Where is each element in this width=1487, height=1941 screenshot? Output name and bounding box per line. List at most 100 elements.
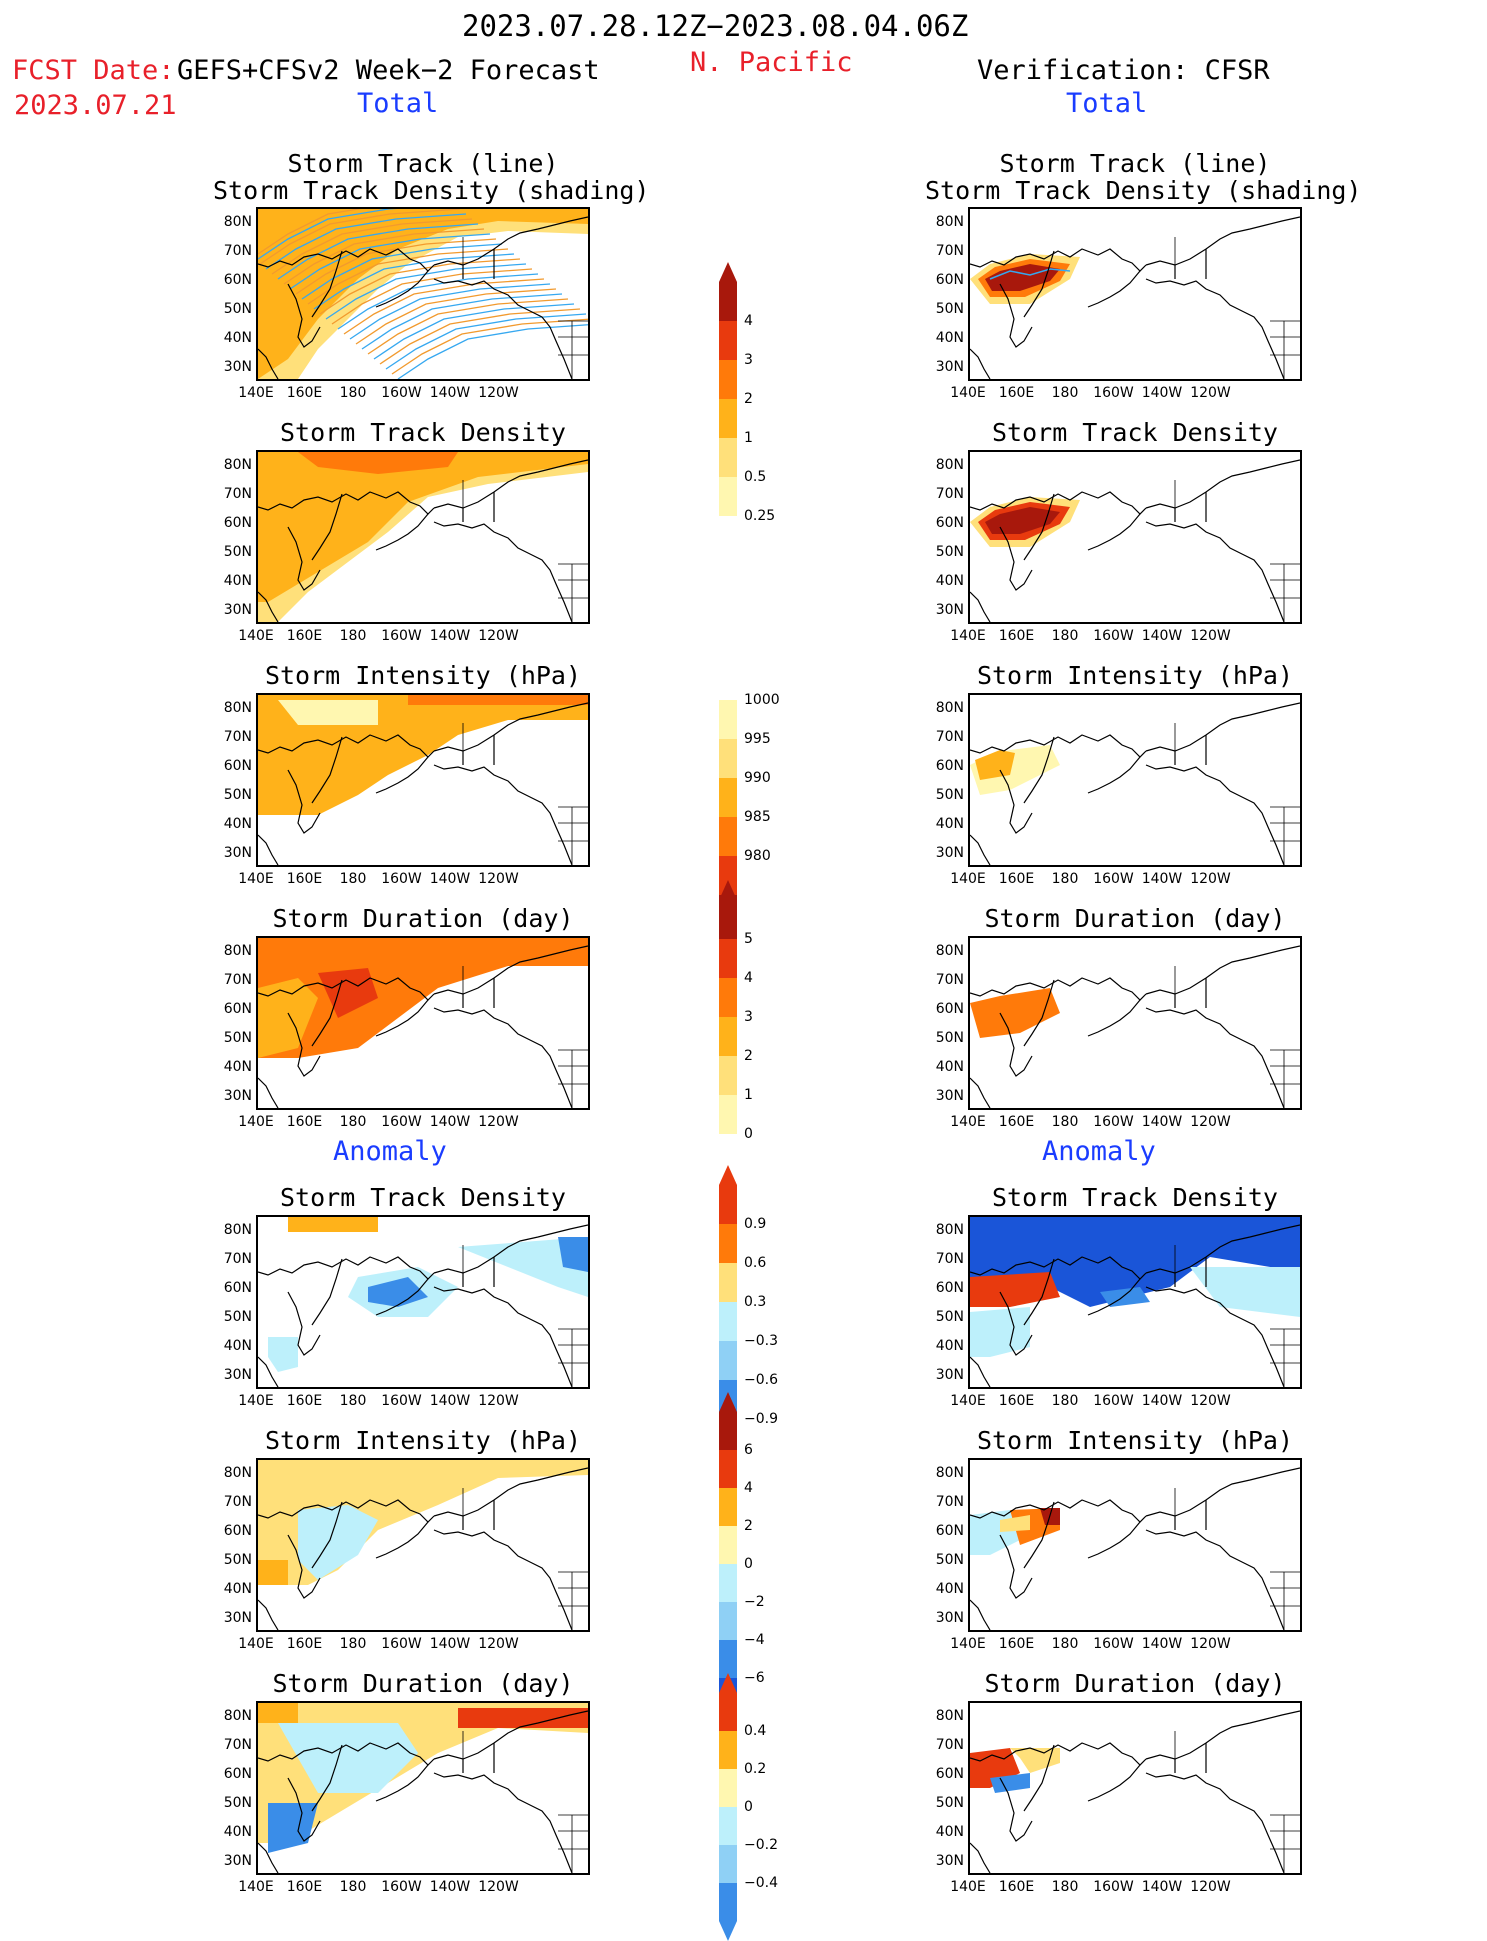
map-panel-forecast-total-intensity: [256, 693, 590, 867]
lon-tick: 140E: [950, 1393, 986, 1409]
map-panel-verif-total-track: [968, 207, 1302, 381]
map-verif-total-density: [970, 459, 1300, 622]
lat-tick: 30N: [223, 845, 252, 861]
lon-tick: 140E: [238, 1879, 274, 1895]
colorbar-label: −0.2: [744, 1837, 778, 1853]
lon-tick: 140E: [238, 1393, 274, 1409]
panel-title-forecast-anom-intensity: Storm Intensity (hPa): [264, 1426, 582, 1455]
lon-tick: 180: [1051, 1636, 1079, 1652]
colorbar-label: 0.5: [744, 469, 767, 485]
lon-tick: 160E: [286, 1393, 323, 1409]
shade-region-2: [985, 507, 1060, 534]
lon-tick: 120W: [1190, 871, 1231, 887]
lat-tick: 60N: [935, 1766, 964, 1782]
lon-tick: 160E: [998, 871, 1035, 887]
colorbar-swatch: [719, 856, 737, 895]
panel-title-verif-anom-density: Storm Track Density: [992, 1183, 1278, 1212]
colorbar-label: −0.3: [744, 1333, 778, 1349]
lat-tick: 40N: [935, 1338, 964, 1354]
lon-tick: 180: [1051, 628, 1079, 644]
colorbar-label: 3: [744, 352, 753, 368]
lat-tick: 60N: [223, 1766, 252, 1782]
colorbar-swatch: [719, 1302, 737, 1341]
colorbar-label: 1000: [744, 692, 780, 708]
colorbar-label: 4: [744, 970, 753, 986]
lon-tick: 160W: [1093, 871, 1134, 887]
period-title: 2023.07.28.12Z−2023.08.04.06Z: [462, 9, 969, 43]
shade-region-1: [298, 1505, 378, 1580]
lat-tick: 70N: [935, 1251, 964, 1267]
shade-region-3: [1190, 1267, 1300, 1317]
shade-region-2: [458, 1237, 588, 1297]
map-forecast-total-intensity: [258, 695, 588, 865]
lon-tick: 140W: [1141, 1114, 1183, 1130]
colorbar-label: 1: [744, 1087, 753, 1103]
colorbar-label: 0.4: [744, 1723, 767, 1739]
shade-region-1: [258, 452, 588, 602]
lat-tick: 30N: [935, 845, 964, 861]
lon-tick: 140W: [429, 871, 471, 887]
lon-tick: 140W: [1141, 1879, 1183, 1895]
lat-tick: 70N: [935, 243, 964, 259]
lon-tick: 140E: [238, 628, 274, 644]
shade-region-1: [368, 1277, 428, 1307]
colorbar-swatch: [719, 1731, 737, 1769]
lat-tick: 60N: [935, 272, 964, 288]
lat-tick: 50N: [223, 1552, 252, 1568]
lon-tick: 120W: [478, 385, 519, 401]
map-forecast-total-track: [258, 209, 588, 379]
colorbar-swatch: [719, 739, 737, 778]
colorbar-swatch: [719, 1769, 737, 1807]
colorbar-label: 2: [744, 391, 753, 407]
verification-label: Verification: CFSR: [977, 55, 1270, 86]
lat-tick: 80N: [223, 1222, 252, 1238]
colorbar-swatch: [719, 1263, 737, 1302]
lon-tick: 140E: [950, 1636, 986, 1652]
lat-tick: 30N: [223, 359, 252, 375]
map-panel-forecast-anom-intensity: [256, 1458, 590, 1632]
colorbar-swatch: [719, 1883, 737, 1941]
region-label: N. Pacific: [690, 47, 853, 78]
shade-region-2: [318, 968, 378, 1018]
colorbar-swatch: [719, 1450, 737, 1488]
lat-tick: 70N: [223, 1251, 252, 1267]
lon-tick: 180: [1051, 1114, 1079, 1130]
colorbar-label: 0.2: [744, 1761, 767, 1777]
lat-tick: 30N: [223, 1367, 252, 1383]
lat-tick: 30N: [935, 1853, 964, 1869]
lon-tick: 160E: [998, 1636, 1035, 1652]
lon-tick: 160E: [998, 1114, 1035, 1130]
colorbar-label: 0: [744, 1799, 753, 1815]
lat-tick: 60N: [223, 272, 252, 288]
colorbar-swatch: [719, 700, 737, 739]
lat-tick: 50N: [223, 301, 252, 317]
fcst-model-label: GEFS+CFSv2 Week−2 Forecast: [177, 55, 600, 86]
map-verif-total-intensity: [970, 702, 1300, 865]
colorbar-swatch: [719, 1640, 737, 1678]
lon-tick: 160E: [286, 1114, 323, 1130]
lat-tick: 80N: [935, 1708, 964, 1724]
colorbar-label: −2: [744, 1594, 765, 1610]
panel-title-verif-total-track-line2: Storm Track Density (shading): [925, 176, 1362, 205]
lat-tick: 50N: [935, 544, 964, 560]
lon-tick: 120W: [478, 628, 519, 644]
map-forecast-anom-intensity: [258, 1460, 588, 1630]
shade-region-4: [970, 1307, 1030, 1357]
map-panel-forecast-anom-density: [256, 1215, 590, 1389]
lat-tick: 30N: [223, 1088, 252, 1104]
map-verif-anom-duration: [970, 1710, 1300, 1873]
lon-tick: 160W: [381, 1879, 422, 1895]
lat-tick: 80N: [935, 1465, 964, 1481]
lon-tick: 180: [339, 628, 367, 644]
map-forecast-anom-density: [258, 1217, 588, 1387]
lon-tick: 120W: [1190, 1879, 1231, 1895]
lon-tick: 140W: [1141, 385, 1183, 401]
map-panel-verif-anom-intensity: [968, 1458, 1302, 1632]
colorbar-swatch: [719, 817, 737, 856]
lat-tick: 70N: [935, 729, 964, 745]
colorbar-swatch: [719, 1165, 737, 1224]
colorbar-swatch: [719, 1095, 737, 1134]
lat-tick: 50N: [223, 1030, 252, 1046]
fcst-date-label: FCST Date:: [12, 55, 175, 86]
colorbar-swatch: [719, 939, 737, 978]
